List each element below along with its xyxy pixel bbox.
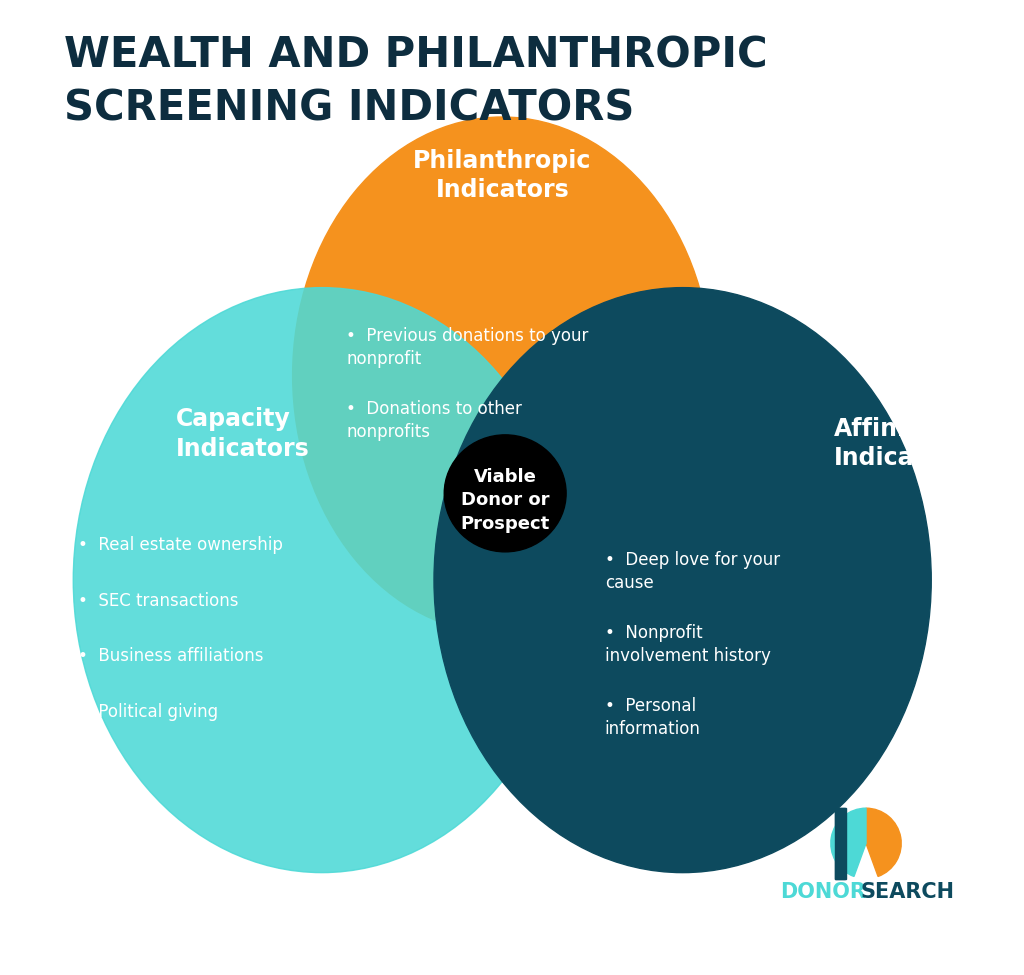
Text: SCREENING INDICATORS: SCREENING INDICATORS — [63, 88, 634, 130]
Ellipse shape — [434, 288, 931, 873]
Text: •  Nonprofit
involvement history: • Nonprofit involvement history — [604, 624, 770, 665]
Text: •  Previous donations to your
nonprofit: • Previous donations to your nonprofit — [346, 327, 589, 368]
Text: Viable
Donor or
Prospect: Viable Donor or Prospect — [461, 468, 550, 532]
Wedge shape — [866, 808, 901, 877]
Ellipse shape — [293, 117, 712, 634]
Text: •  Donations to other
nonprofits: • Donations to other nonprofits — [346, 400, 522, 441]
Text: •  Deep love for your
cause: • Deep love for your cause — [604, 551, 779, 592]
Text: SEARCH: SEARCH — [860, 882, 954, 902]
Wedge shape — [830, 808, 866, 877]
Bar — [835, 808, 846, 878]
Text: •  Political giving: • Political giving — [78, 703, 218, 721]
Ellipse shape — [74, 288, 570, 873]
Text: •  Business affiliations: • Business affiliations — [78, 647, 263, 665]
Text: •  Personal
information: • Personal information — [604, 697, 700, 738]
Text: •  SEC transactions: • SEC transactions — [78, 592, 239, 609]
Text: Affinity
Indicators: Affinity Indicators — [834, 416, 968, 471]
Text: Capacity
Indicators: Capacity Indicators — [176, 407, 309, 461]
Text: •  Real estate ownership: • Real estate ownership — [78, 536, 283, 554]
Text: Philanthropic
Indicators: Philanthropic Indicators — [413, 148, 592, 203]
Text: DONOR: DONOR — [780, 882, 866, 902]
Bar — [835, 808, 845, 878]
Ellipse shape — [444, 435, 566, 552]
Text: WEALTH AND PHILANTHROPIC: WEALTH AND PHILANTHROPIC — [63, 34, 767, 76]
